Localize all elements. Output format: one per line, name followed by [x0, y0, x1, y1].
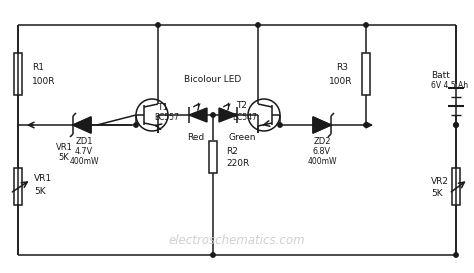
Polygon shape [219, 108, 237, 122]
Text: 6.8V: 6.8V [313, 147, 331, 156]
Text: R1: R1 [32, 63, 44, 72]
Text: Batt: Batt [431, 72, 450, 81]
Circle shape [134, 123, 138, 127]
Text: 6V 4.5 Ah: 6V 4.5 Ah [431, 82, 468, 91]
Text: 100R: 100R [32, 76, 55, 85]
Text: Bicolour LED: Bicolour LED [184, 76, 242, 85]
FancyBboxPatch shape [14, 168, 22, 205]
Text: VR2: VR2 [431, 177, 449, 186]
Circle shape [454, 123, 458, 127]
Circle shape [211, 113, 215, 117]
Circle shape [364, 23, 368, 27]
Circle shape [278, 123, 282, 127]
FancyBboxPatch shape [452, 168, 460, 205]
Text: 400mW: 400mW [69, 158, 99, 167]
Text: BC547: BC547 [232, 112, 257, 121]
Text: ZD2: ZD2 [313, 138, 331, 147]
Circle shape [156, 23, 160, 27]
Text: VR1: VR1 [34, 174, 52, 183]
Text: 400mW: 400mW [307, 158, 337, 167]
Text: electroschematics.com: electroschematics.com [169, 235, 305, 248]
Circle shape [454, 253, 458, 257]
Circle shape [454, 123, 458, 127]
Circle shape [364, 123, 368, 127]
Text: ZD1: ZD1 [75, 138, 93, 147]
Text: 4.7V: 4.7V [75, 147, 93, 156]
Text: 5K: 5K [59, 153, 69, 162]
Polygon shape [73, 117, 91, 133]
Circle shape [211, 253, 215, 257]
Text: T1: T1 [157, 102, 168, 111]
Text: R2: R2 [226, 147, 238, 156]
Text: Red: Red [187, 132, 205, 141]
Text: 220R: 220R [226, 159, 249, 168]
Circle shape [256, 23, 260, 27]
Text: Green: Green [228, 132, 256, 141]
FancyBboxPatch shape [209, 141, 217, 173]
FancyBboxPatch shape [14, 53, 22, 95]
Text: R3: R3 [336, 63, 348, 72]
Polygon shape [189, 108, 207, 122]
Text: 5K: 5K [431, 189, 443, 198]
Text: VR1: VR1 [55, 143, 73, 152]
Text: BC557: BC557 [154, 112, 179, 121]
Text: 5K: 5K [34, 187, 46, 196]
Polygon shape [313, 117, 331, 133]
FancyBboxPatch shape [362, 53, 370, 95]
Text: T2: T2 [236, 100, 247, 109]
Text: 100R: 100R [328, 76, 352, 85]
